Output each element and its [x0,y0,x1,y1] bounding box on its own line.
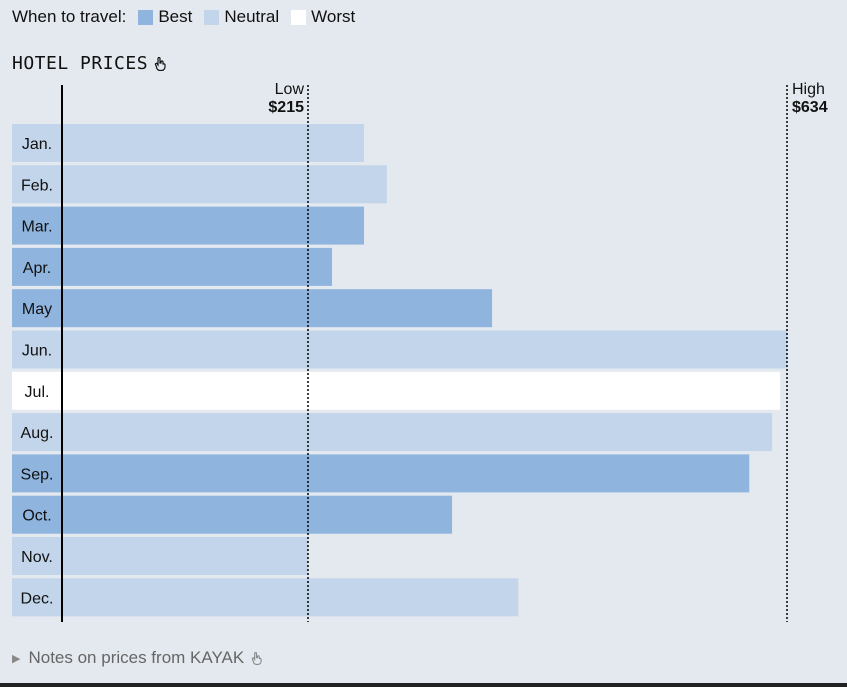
month-label-bg [12,330,62,369]
month-label-bg [12,247,62,286]
bar-jun[interactable] [62,330,787,369]
bar-sep[interactable] [62,454,750,493]
bar-jul[interactable] [62,371,781,410]
bar-aug[interactable] [62,413,773,452]
low-marker-label: Low $215 [258,81,304,117]
month-label-bg [12,124,62,162]
bar-chart: Jan. Feb. Mar. Apr. May Jun. Jul. Aug. Sep. Oct. N… [12,85,788,622]
month-label: Sep. [21,466,54,483]
footer-text: Notes on prices from KAYAK [28,648,245,667]
month-label-bg [12,413,62,452]
bar-nov[interactable] [62,537,308,575]
month-label: Mar. [21,219,52,236]
legend: When to travel: Best Neutral Worst [12,6,367,28]
month-label-bg [12,454,62,493]
legend-label: When to travel: [12,7,127,26]
month-label-bg [12,537,62,575]
month-label: Jan. [22,136,52,153]
month-label-bg [12,578,62,617]
legend-item-neutral: Neutral [204,7,279,27]
bar-oct[interactable] [62,495,453,534]
chart-title-text: HOTEL PRICES [12,53,149,74]
legend-item-worst: Worst [291,7,355,27]
pointer-hand-icon [252,651,262,665]
bar-may[interactable] [62,289,493,328]
kayak-notes-toggle[interactable]: ▶ Notes on prices from KAYAK [12,648,262,668]
low-label: Low [274,81,304,98]
month-label: Jul. [25,384,50,401]
high-marker-label: High $634 [792,81,847,117]
legend-text-worst: Worst [311,7,356,26]
legend-swatch-worst [291,9,307,25]
month-label-bg [12,495,62,534]
month-label: Aug. [21,425,54,442]
month-label: Oct. [22,508,51,525]
month-label: May [22,301,52,318]
month-label-bg [12,289,62,328]
month-label: Apr. [23,260,51,277]
chart-title: HOTEL PRICES [12,53,166,74]
month-label-bg [12,165,62,204]
bottom-border [0,683,847,687]
month-label-bg [12,206,62,245]
legend-swatch-neutral [204,9,220,25]
high-value: $634 [792,99,828,116]
month-label-bg [12,371,62,410]
month-label: Jun. [22,343,52,360]
legend-text-best: Best [158,7,193,26]
bar-dec[interactable] [62,578,519,617]
bar-jan[interactable] [62,124,365,162]
bar-mar[interactable] [62,206,365,245]
month-label: Feb. [21,177,53,194]
expand-triangle-icon: ▶ [12,652,21,665]
bar-feb[interactable] [62,165,387,204]
bar-apr[interactable] [62,247,333,286]
pointer-hand-icon[interactable] [154,56,166,71]
month-label: Nov. [21,549,53,566]
legend-text-neutral: Neutral [224,7,280,26]
low-value: $215 [268,99,304,116]
legend-swatch-best [138,9,154,25]
month-label: Dec. [21,590,54,607]
high-label: High [792,81,825,98]
legend-item-best: Best [138,7,192,27]
